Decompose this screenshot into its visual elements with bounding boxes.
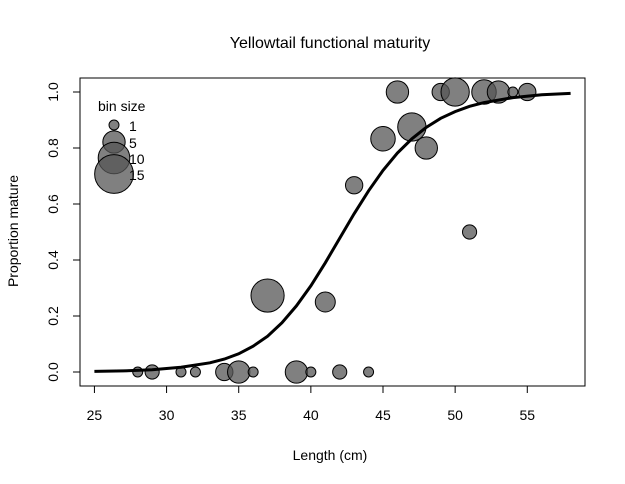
data-point xyxy=(344,176,364,195)
y-tick-label: 0.0 xyxy=(45,362,61,382)
data-point xyxy=(132,366,144,378)
x-tick-label: 55 xyxy=(519,407,535,423)
legend-label: 10 xyxy=(129,151,145,167)
legend-title: bin size xyxy=(98,98,146,114)
x-axis: 25 30 35 40 45 50 55 xyxy=(87,385,535,423)
data-point xyxy=(189,366,201,378)
y-tick-label: 1.0 xyxy=(45,82,61,102)
data-point xyxy=(370,126,396,152)
x-tick-label: 40 xyxy=(303,407,319,423)
y-tick-label: 0.2 xyxy=(45,306,61,326)
legend-label: 15 xyxy=(129,167,145,183)
y-axis-label: Proportion mature xyxy=(5,175,21,287)
data-point xyxy=(250,278,285,313)
data-point xyxy=(305,366,317,378)
data-point xyxy=(385,80,410,104)
data-point xyxy=(397,112,427,142)
data-point xyxy=(284,360,309,384)
data-point xyxy=(314,291,336,313)
x-tick-label: 50 xyxy=(447,407,463,423)
data-point xyxy=(247,366,259,378)
x-tick-label: 35 xyxy=(231,407,247,423)
data-point xyxy=(363,366,375,378)
data-point xyxy=(462,224,478,240)
data-point xyxy=(440,77,470,107)
x-axis-label: Length (cm) xyxy=(293,447,368,463)
logistic-fit-curve xyxy=(94,91,571,373)
data-point xyxy=(414,136,438,160)
data-point xyxy=(144,364,160,380)
legend-label: 1 xyxy=(129,118,137,134)
legend-label: 5 xyxy=(129,135,137,151)
data-point xyxy=(507,86,519,98)
y-tick-label: 0.6 xyxy=(45,194,61,214)
chart-title: Yellowtail functional maturity xyxy=(230,35,430,52)
legend-symbol xyxy=(108,119,120,131)
plot-frame xyxy=(79,77,586,387)
data-point xyxy=(332,364,348,380)
y-axis: 0.0 0.2 0.4 0.6 0.8 1.0 xyxy=(45,82,81,382)
x-tick-label: 30 xyxy=(159,407,175,423)
x-tick-label: 45 xyxy=(375,407,391,423)
x-tick-label: 25 xyxy=(87,407,103,423)
legend-symbol xyxy=(94,154,134,194)
data-point xyxy=(227,360,251,384)
data-points xyxy=(132,77,537,384)
y-tick-label: 0.8 xyxy=(45,138,61,158)
y-tick-label: 0.4 xyxy=(45,250,61,270)
